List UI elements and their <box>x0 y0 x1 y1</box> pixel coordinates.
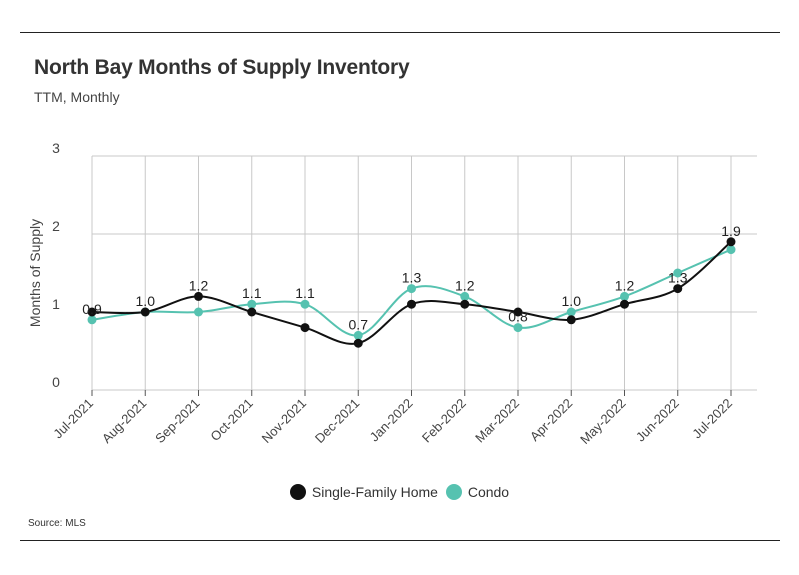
point-condo-7 <box>460 291 470 301</box>
x-tick-label-3: Oct-2021 <box>207 396 255 444</box>
bottom-rule <box>20 540 780 541</box>
point-single-family-12 <box>726 237 736 247</box>
data-label-6: 1.3 <box>402 270 422 286</box>
x-tick-label-0: Jul-2021 <box>50 396 96 442</box>
point-condo-5 <box>353 330 363 340</box>
point-condo-6 <box>407 284 416 294</box>
data-label-10: 1.2 <box>615 277 635 293</box>
x-tick-label-7: Feb-2022 <box>419 396 469 446</box>
point-condo-8 <box>513 323 523 333</box>
point-condo-0 <box>87 315 97 325</box>
chart-title: North Bay Months of Supply Inventory <box>34 56 410 79</box>
x-tick-label-9: Apr-2022 <box>527 396 575 444</box>
point-condo-2 <box>194 307 203 317</box>
point-single-family-1 <box>140 307 150 317</box>
y-tick-label-1: 1 <box>52 296 60 312</box>
point-condo-12 <box>726 245 736 255</box>
x-tick-label-8: Mar-2022 <box>472 396 522 446</box>
x-tick-label-2: Sep-2021 <box>152 396 202 446</box>
point-single-family-10 <box>620 299 629 309</box>
legend-swatch-condo <box>445 484 462 500</box>
y-tick-label-3: 3 <box>52 140 60 156</box>
point-condo-3 <box>247 299 257 309</box>
point-single-family-9 <box>566 315 576 325</box>
legend: Single-Family Home Condo <box>0 484 799 503</box>
data-label-4: 1.1 <box>295 285 315 301</box>
data-label-2: 1.2 <box>189 277 209 293</box>
x-tick-label-11: Jun-2022 <box>633 396 682 445</box>
point-single-family-11 <box>673 284 683 294</box>
source-note: Source: MLS <box>28 518 86 529</box>
chart-subtitle: TTM, Monthly <box>34 89 120 105</box>
legend-label-single-family: Single-Family Home <box>311 484 438 500</box>
data-label-9: 1.0 <box>562 293 582 309</box>
data-label-8: 0.8 <box>508 309 528 325</box>
x-tick-label-1: Aug-2021 <box>99 396 149 446</box>
data-label-7: 1.2 <box>455 277 475 293</box>
data-label-5: 0.7 <box>349 316 369 332</box>
legend-item-single-family[interactable]: Single-Family Home <box>289 484 438 500</box>
legend-label-condo: Condo <box>467 484 510 500</box>
point-condo-4 <box>300 299 310 309</box>
point-condo-11 <box>673 268 683 278</box>
top-rule <box>20 32 780 33</box>
legend-swatch-single-family <box>289 484 306 500</box>
point-single-family-3 <box>247 307 257 317</box>
x-tick-label-6: Jan-2022 <box>367 396 416 445</box>
point-single-family-5 <box>353 338 363 348</box>
point-single-family-8 <box>513 307 523 317</box>
y-tick-label-2: 2 <box>52 218 60 234</box>
data-label-3: 1.1 <box>242 285 262 301</box>
legend-item-condo[interactable]: Condo <box>445 484 510 500</box>
x-tick-label-4: Nov-2021 <box>259 396 309 446</box>
point-condo-10 <box>620 291 629 301</box>
y-axis-title: Months of Supply <box>27 219 43 327</box>
data-label-0: 0.9 <box>82 301 102 317</box>
x-tick-label-10: May-2022 <box>577 396 628 447</box>
point-single-family-0 <box>87 307 97 317</box>
point-single-family-4 <box>300 323 310 333</box>
data-label-11: 1.3 <box>668 270 688 286</box>
x-tick-label-12: Jul-2022 <box>689 396 735 442</box>
x-tick-label-5: Dec-2021 <box>312 396 362 446</box>
point-single-family-6 <box>407 299 416 309</box>
data-label-1: 1.0 <box>136 293 156 309</box>
point-condo-9 <box>566 307 576 317</box>
point-single-family-2 <box>194 291 203 301</box>
point-single-family-7 <box>460 299 470 309</box>
data-label-12: 1.9 <box>721 223 741 239</box>
y-tick-label-0: 0 <box>52 374 60 390</box>
